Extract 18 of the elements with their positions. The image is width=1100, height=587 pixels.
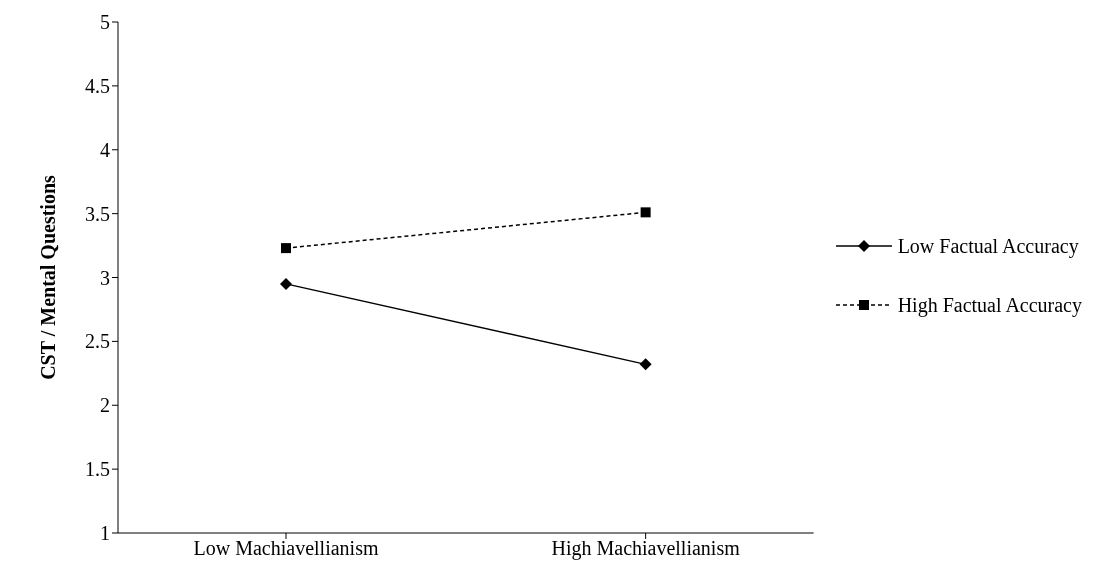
legend-label: High Factual Accuracy	[897, 293, 1082, 317]
point	[639, 358, 652, 371]
x-tick-label: Low Machiavellianism	[193, 537, 379, 560]
point	[281, 243, 291, 254]
y-tick-label: 4	[100, 138, 110, 161]
y-tick-label: 3	[100, 266, 110, 289]
point	[280, 277, 292, 290]
y-tick-label: 4.5	[85, 74, 110, 97]
y-tick-label: 2.5	[85, 330, 110, 353]
y-tick-label: 1	[100, 522, 110, 545]
y-tick-label: 2	[100, 394, 110, 417]
y-tick-label: 5	[100, 11, 110, 34]
point	[640, 207, 651, 218]
y-axis-title: CST / Mental Questions	[37, 174, 60, 380]
y-tick-label: 1.5	[85, 458, 110, 481]
legend-label: Low Factual Accuracy	[897, 234, 1079, 258]
y-tick-label: 3.5	[85, 202, 110, 225]
x-tick-label: High Machiavellianism	[551, 537, 741, 561]
